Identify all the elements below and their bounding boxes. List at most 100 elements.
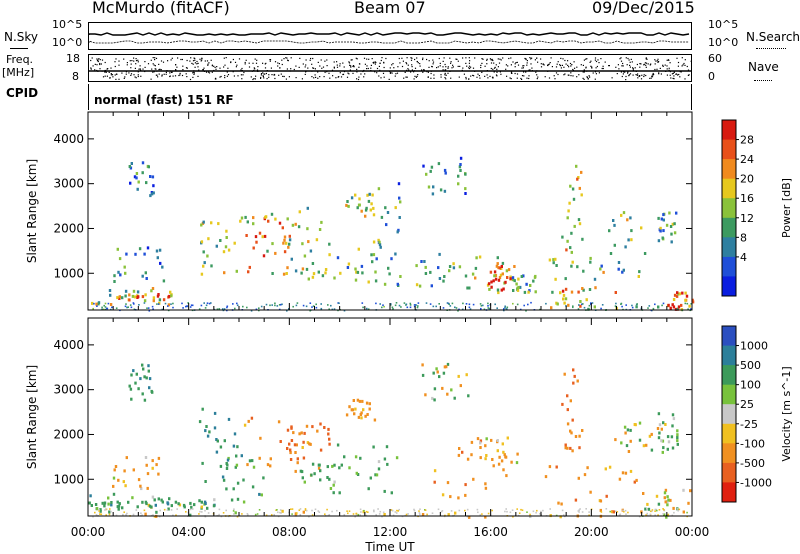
nave-point <box>159 68 161 70</box>
nave-point <box>252 78 254 81</box>
nave-point <box>118 64 120 66</box>
nave-point <box>516 61 518 63</box>
nave-point <box>118 60 120 62</box>
velocity-ground-cell <box>159 509 161 512</box>
velocity-cell <box>319 478 322 482</box>
nave-point <box>531 70 533 72</box>
power-cell <box>135 172 139 175</box>
nave-point <box>342 73 345 75</box>
nave-point <box>232 58 234 61</box>
nave-point <box>199 58 201 60</box>
velocity-ground-cell <box>317 510 320 512</box>
power-ground-cell <box>258 307 260 309</box>
power-ground-cell <box>288 308 290 310</box>
nave-point <box>121 72 123 74</box>
power-cell <box>448 265 452 268</box>
power-cell <box>459 156 463 160</box>
power-cell <box>124 271 127 275</box>
power-cell <box>397 228 400 232</box>
power-cell <box>573 224 576 228</box>
velocity-ground-cell <box>189 508 192 511</box>
nave-point <box>487 77 489 79</box>
velocity-region <box>141 498 216 509</box>
nave-point <box>186 67 188 69</box>
power-cell <box>303 254 307 258</box>
nave-point <box>458 76 460 78</box>
nave-point <box>463 73 465 75</box>
velocity-ground-cell <box>609 510 611 513</box>
power-cell <box>350 196 354 200</box>
power-ground-cell <box>309 309 311 312</box>
nave-point <box>495 64 497 66</box>
power-cell <box>300 271 303 275</box>
nave-point <box>634 67 636 69</box>
nave-point <box>262 76 264 78</box>
nave-point <box>670 77 672 79</box>
power-cell <box>431 192 435 196</box>
power-cell <box>267 219 270 223</box>
velocity-cell <box>470 440 474 444</box>
nave-point <box>357 78 360 81</box>
nave-point <box>253 78 255 80</box>
power-cell <box>579 300 582 303</box>
power-colorbar-swatch <box>722 139 736 160</box>
velocity-cell <box>204 480 207 483</box>
nave-point <box>320 59 322 61</box>
velocity-cell <box>95 507 99 511</box>
nave-point <box>652 72 654 75</box>
nave-point <box>543 64 545 66</box>
power-ground-cell <box>234 307 236 310</box>
velocity-cell <box>672 506 675 510</box>
nave-point <box>451 67 453 69</box>
power-cell <box>152 184 155 188</box>
power-cell <box>371 260 374 264</box>
nave-point <box>465 78 467 80</box>
nave-point <box>260 74 262 76</box>
nave-point <box>549 62 551 64</box>
velocity-cell <box>234 511 237 515</box>
velocity-cell <box>516 452 519 456</box>
nave-point <box>419 65 421 67</box>
power-cell <box>532 279 535 283</box>
power-ground-cell <box>218 308 221 310</box>
power-cell <box>358 197 361 201</box>
power-cell <box>356 206 359 210</box>
nave-point <box>590 60 592 62</box>
nave-point <box>397 66 399 68</box>
velocity-cell <box>242 500 246 504</box>
nave-point <box>189 60 191 62</box>
nave-point <box>568 66 570 68</box>
power-cell <box>141 295 145 299</box>
velocity-cell <box>319 422 322 426</box>
velocity-ground-cell <box>646 508 648 510</box>
power-cell <box>152 191 155 195</box>
power-cell <box>321 274 325 278</box>
power-cell <box>244 215 247 219</box>
velocity-ground-cell <box>491 509 493 512</box>
velocity-cell <box>574 498 578 502</box>
power-cell <box>415 264 418 268</box>
power-ground-cell <box>170 303 172 305</box>
velocity-cell <box>666 495 669 499</box>
power-cell <box>398 216 401 219</box>
velocity-ground-cell <box>279 511 281 514</box>
power-cell <box>497 278 501 282</box>
nave-point <box>644 62 646 64</box>
nave-point <box>192 72 194 74</box>
nave-point <box>582 64 584 66</box>
velocity-cell <box>479 439 483 443</box>
nave-point <box>350 66 352 68</box>
nave-point <box>555 72 558 74</box>
nave-point <box>371 58 373 60</box>
power-cell <box>167 303 171 307</box>
power-cell <box>533 275 537 279</box>
nave-point <box>486 63 488 65</box>
nave-point <box>582 77 584 79</box>
nave-point <box>449 57 451 59</box>
velocity-cell <box>206 506 209 510</box>
nave-point <box>260 76 262 79</box>
velocity-ground-cell <box>141 514 143 516</box>
nave-point <box>646 58 648 60</box>
velocity-cell <box>308 442 311 446</box>
power-ground-cell <box>582 303 584 305</box>
